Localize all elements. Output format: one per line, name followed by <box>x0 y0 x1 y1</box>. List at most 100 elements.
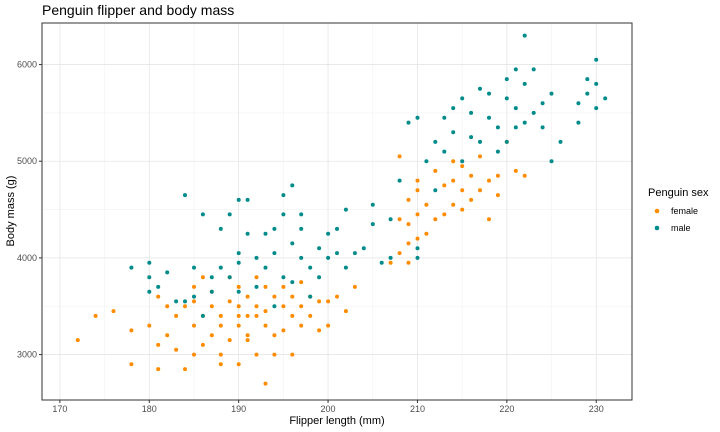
data-point-female <box>460 207 465 212</box>
data-point-female <box>263 309 268 314</box>
data-point-female <box>424 231 429 236</box>
data-point-female <box>245 338 250 343</box>
data-point-female <box>513 168 518 173</box>
data-point-male <box>603 96 608 101</box>
data-point-female <box>406 222 411 227</box>
data-point-male <box>192 294 196 299</box>
data-point-male <box>442 115 447 120</box>
data-point-female <box>192 284 196 289</box>
data-point-male <box>433 139 438 144</box>
data-point-male <box>299 212 304 217</box>
data-point-female <box>192 299 196 304</box>
data-point-male <box>397 178 402 183</box>
data-point-male <box>263 231 268 236</box>
data-point-male <box>460 159 465 164</box>
data-point-female <box>406 197 411 202</box>
data-point-male <box>299 255 304 260</box>
data-point-female <box>254 304 259 309</box>
data-point-female <box>93 313 98 318</box>
data-point-male <box>200 212 205 217</box>
data-point-male <box>165 270 170 275</box>
data-point-male <box>245 197 250 202</box>
data-point-male <box>281 212 286 217</box>
data-point-female <box>218 323 223 328</box>
data-point-female <box>343 309 348 314</box>
data-point-male <box>281 275 286 280</box>
data-point-male <box>460 96 465 101</box>
data-point-male <box>335 251 339 256</box>
data-point-female <box>415 178 420 183</box>
data-point-male <box>549 91 554 96</box>
data-point-female <box>317 299 322 304</box>
data-point-male <box>495 149 500 154</box>
data-point-female <box>129 328 134 333</box>
data-point-female <box>272 352 277 357</box>
data-point-female <box>263 323 268 328</box>
data-point-female <box>192 352 196 357</box>
data-point-female <box>388 260 393 265</box>
data-point-female <box>487 217 491 222</box>
data-point-male <box>352 251 357 256</box>
data-point-female <box>317 328 322 333</box>
data-point-female <box>415 188 420 193</box>
data-point-male <box>317 246 322 251</box>
data-point-male <box>388 217 393 222</box>
y-tick-label: 3000 <box>17 350 37 360</box>
data-point-male <box>308 265 313 270</box>
y-tick-label: 5000 <box>17 156 37 166</box>
data-point-male <box>531 110 536 115</box>
data-point-male <box>326 231 331 236</box>
data-point-male <box>442 149 447 154</box>
data-point-female <box>111 309 116 314</box>
data-point-female <box>478 154 482 159</box>
series-male <box>129 33 608 318</box>
data-point-female <box>218 352 223 357</box>
data-point-female <box>263 381 268 386</box>
data-point-male <box>147 289 152 294</box>
data-point-male <box>576 120 581 125</box>
data-point-male <box>183 193 187 198</box>
legend-title: Penguin sex <box>648 187 709 199</box>
data-point-female <box>209 304 214 309</box>
data-point-male <box>335 226 339 231</box>
data-point-male <box>299 226 304 231</box>
data-point-female <box>281 328 286 333</box>
major-gridlines <box>42 23 632 400</box>
data-point-male <box>415 115 420 120</box>
data-point-female <box>326 299 331 304</box>
data-point-male <box>174 299 179 304</box>
data-point-male <box>531 67 536 72</box>
data-point-male <box>236 289 241 294</box>
x-tick-label: 180 <box>142 404 157 414</box>
data-point-male <box>236 197 241 202</box>
data-point-male <box>129 265 134 270</box>
data-point-female <box>236 323 241 328</box>
data-point-female <box>451 159 456 164</box>
x-tick-label: 210 <box>410 404 425 414</box>
data-point-female <box>236 284 241 289</box>
y-axis-title: Body mass (g) <box>5 176 17 247</box>
data-point-male <box>451 130 456 135</box>
data-point-male <box>272 304 277 309</box>
data-point-female <box>245 333 250 338</box>
data-point-male <box>147 275 152 280</box>
y-axis: 3000 4000 5000 6000 <box>17 60 42 360</box>
data-point-female <box>290 313 295 318</box>
data-point-male <box>218 226 223 231</box>
data-point-female <box>460 188 465 193</box>
data-point-male <box>522 81 527 86</box>
data-point-female <box>236 313 241 318</box>
data-point-female <box>335 294 339 299</box>
data-point-female <box>236 362 241 367</box>
data-point-male <box>317 275 322 280</box>
data-point-female <box>290 352 295 357</box>
data-point-male <box>183 299 187 304</box>
data-point-female <box>254 275 259 280</box>
data-point-male <box>379 260 384 265</box>
data-point-male <box>272 226 277 231</box>
data-point-male <box>576 101 581 106</box>
data-point-male <box>272 251 277 256</box>
data-point-female <box>469 173 474 178</box>
data-point-female <box>433 217 438 222</box>
